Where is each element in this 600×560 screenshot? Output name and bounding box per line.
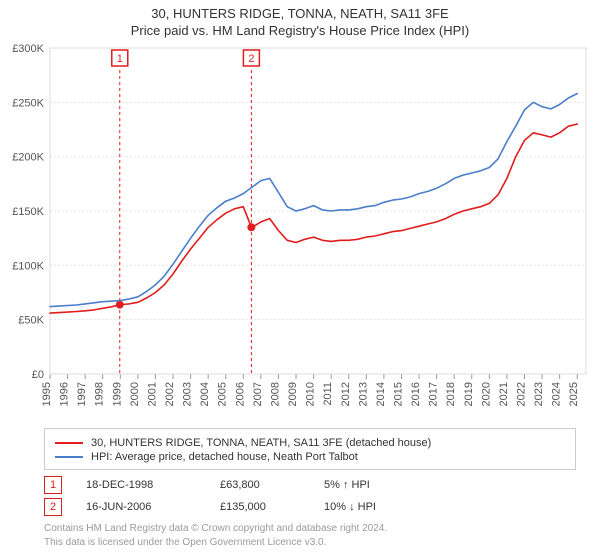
legend-item: HPI: Average price, detached house, Neat… (55, 451, 565, 463)
legend-label: HPI: Average price, detached house, Neat… (91, 451, 358, 463)
svg-text:£200K: £200K (12, 152, 44, 164)
svg-text:2010: 2010 (305, 382, 317, 406)
svg-text:2008: 2008 (269, 382, 281, 406)
svg-text:2018: 2018 (445, 382, 457, 406)
sales-table: 1 18-DEC-1998 £63,800 5% ↑ HPI 2 16-JUN-2006 £… (44, 476, 576, 516)
svg-text:£300K: £300K (12, 43, 44, 55)
svg-text:£250K: £250K (12, 97, 44, 109)
sale-row: 1 18-DEC-1998 £63,800 5% ↑ HPI (44, 476, 576, 494)
svg-text:2022: 2022 (515, 382, 527, 406)
legend-swatch (55, 456, 83, 458)
svg-text:2002: 2002 (164, 382, 176, 406)
svg-text:£100K: £100K (12, 260, 44, 272)
svg-text:2016: 2016 (410, 382, 422, 406)
sale-price: £63,800 (220, 479, 300, 491)
svg-text:2003: 2003 (182, 382, 194, 406)
svg-text:1: 1 (117, 53, 123, 65)
svg-text:2000: 2000 (129, 382, 141, 406)
svg-text:2011: 2011 (322, 382, 334, 406)
attribution-footer: Contains HM Land Registry data © Crown c… (44, 522, 576, 549)
legend-item: 30, HUNTERS RIDGE, TONNA, NEATH, SA11 3F… (55, 437, 565, 449)
svg-text:2005: 2005 (217, 382, 229, 406)
svg-text:2025: 2025 (568, 382, 580, 406)
svg-text:1995: 1995 (41, 382, 53, 406)
sale-delta: 10% ↓ HPI (324, 501, 414, 513)
svg-text:2: 2 (248, 53, 254, 65)
svg-text:2012: 2012 (340, 382, 352, 406)
sale-delta: 5% ↑ HPI (324, 479, 414, 491)
svg-text:2023: 2023 (533, 382, 545, 406)
svg-text:2001: 2001 (146, 382, 158, 406)
svg-text:£0: £0 (32, 369, 44, 381)
svg-text:1996: 1996 (59, 382, 71, 406)
svg-text:2013: 2013 (357, 382, 369, 406)
line-chart: £0 £50K £100K £150K £200K £250K £300K 1995 1996 1… (0, 42, 600, 422)
svg-text:2019: 2019 (463, 382, 475, 406)
svg-text:2015: 2015 (392, 382, 404, 406)
legend-swatch (55, 442, 83, 444)
legend: 30, HUNTERS RIDGE, TONNA, NEATH, SA11 3F… (44, 428, 576, 470)
svg-text:2021: 2021 (498, 382, 510, 406)
sale-marker-icon: 2 (44, 498, 62, 516)
svg-text:2014: 2014 (375, 382, 387, 406)
sale-date: 16-JUN-2006 (86, 501, 196, 513)
sale-marker-icon: 1 (44, 476, 62, 494)
footer-line: Contains HM Land Registry data © Crown c… (44, 522, 576, 536)
sale-row: 2 16-JUN-2006 £135,000 10% ↓ HPI (44, 498, 576, 516)
chart-subtitle: Price paid vs. HM Land Registry's House … (0, 23, 600, 38)
footer-line: This data is licensed under the Open Gov… (44, 536, 576, 550)
svg-text:2006: 2006 (234, 382, 246, 406)
legend-label: 30, HUNTERS RIDGE, TONNA, NEATH, SA11 3F… (91, 437, 431, 449)
svg-text:2009: 2009 (287, 382, 299, 406)
svg-text:2017: 2017 (428, 382, 440, 406)
chart-area: £0 £50K £100K £150K £200K £250K £300K 1995 1996 1… (0, 42, 600, 422)
svg-text:1998: 1998 (94, 382, 106, 406)
svg-text:1997: 1997 (76, 382, 88, 406)
svg-text:£50K: £50K (18, 315, 44, 327)
svg-text:1999: 1999 (111, 382, 123, 406)
sale-price: £135,000 (220, 501, 300, 513)
svg-text:2007: 2007 (252, 382, 264, 406)
sale-date: 18-DEC-1998 (86, 479, 196, 491)
svg-text:2020: 2020 (480, 382, 492, 406)
chart-title: 30, HUNTERS RIDGE, TONNA, NEATH, SA11 3F… (0, 6, 600, 21)
svg-text:2024: 2024 (551, 382, 563, 406)
svg-text:2004: 2004 (199, 382, 211, 406)
svg-text:£150K: £150K (12, 206, 44, 218)
